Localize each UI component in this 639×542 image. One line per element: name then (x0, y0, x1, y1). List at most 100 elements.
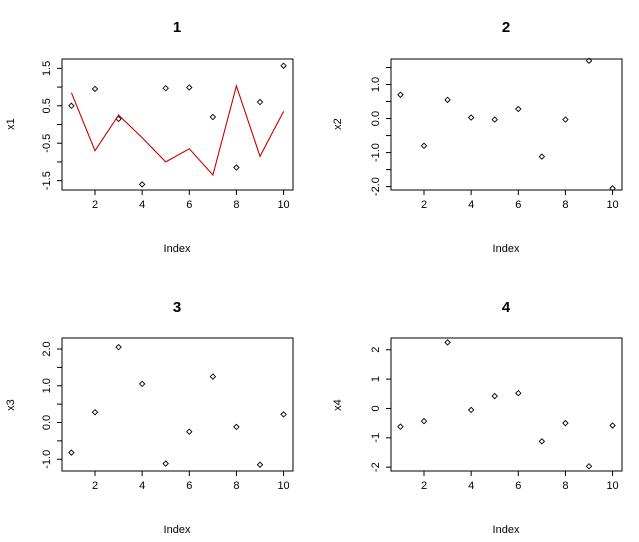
y-tick-label: -2.0 (370, 177, 382, 196)
data-point (186, 428, 193, 435)
data-point (538, 153, 546, 160)
plot-frame (390, 58, 623, 191)
plot-area (68, 343, 287, 468)
data-point (138, 181, 146, 188)
data-point (467, 406, 475, 414)
x-tick-label: 2 (92, 480, 98, 492)
data-point (538, 438, 546, 445)
y-tick-label: -1.0 (41, 450, 53, 469)
data-point (491, 116, 498, 123)
x-axis-label: Index (493, 243, 520, 255)
panel-title: 4 (502, 299, 511, 316)
panel-title: 3 (173, 299, 181, 316)
x-tick-label: 6 (515, 199, 521, 211)
y-tick-label: -1.5 (41, 171, 53, 190)
data-point (585, 57, 593, 64)
data-point (444, 339, 451, 346)
data-point (562, 419, 569, 427)
y-tick-label: 1.0 (41, 378, 53, 393)
y-tick-label: -0.5 (41, 134, 53, 153)
y-tick-label: -1.0 (370, 143, 382, 162)
x-tick-label: 4 (139, 480, 145, 492)
y-tick-label: -2 (370, 462, 382, 472)
series-line (70, 83, 285, 177)
plot-area (397, 339, 616, 470)
data-point (233, 164, 240, 171)
data-point (91, 408, 99, 416)
x-tick-label: 10 (277, 480, 289, 492)
x-tick-label: 2 (421, 199, 427, 211)
x-axis: 2 4 6 8 10 (92, 471, 290, 492)
data-point (420, 142, 428, 150)
data-point (397, 423, 404, 430)
x-axis: 2 4 6 8 10 (421, 190, 619, 211)
y-axis: -2.0 -1.0 0.0 1.0 (370, 67, 391, 196)
x-axis: 2 4 6 8 10 (421, 471, 619, 492)
data-point (609, 185, 616, 192)
panel-3: 3 Index x3 2 4 6 8 10 -1.0 0.0 1.0 2.0 (5, 299, 294, 536)
x-tick-label: 4 (468, 480, 474, 492)
data-point (256, 461, 264, 468)
y-tick-label: 2.0 (41, 341, 53, 356)
y-axis: -1.0 0.0 1.0 2.0 (41, 341, 62, 469)
data-point (256, 98, 264, 106)
data-point (233, 423, 240, 431)
y-tick-label: 1.5 (41, 61, 53, 76)
x-tick-label: 10 (606, 480, 618, 492)
data-point (68, 449, 75, 456)
data-point (91, 85, 99, 93)
x-tick-label: 6 (186, 199, 192, 211)
x-tick-label: 8 (562, 480, 568, 492)
y-tick-label: 0.0 (41, 415, 53, 430)
y-tick-label: -1 (370, 433, 382, 443)
x-tick-label: 2 (92, 199, 98, 211)
plot-frame (61, 337, 294, 472)
data-point (280, 62, 287, 69)
data-point (280, 411, 287, 418)
data-point (68, 102, 75, 110)
data-point (397, 91, 404, 98)
data-point (609, 422, 616, 429)
x-tick-label: 10 (606, 199, 618, 211)
x-tick-label: 6 (186, 480, 192, 492)
x-tick-label: 8 (233, 199, 239, 211)
panel-title: 2 (502, 19, 510, 36)
x-tick-label: 6 (515, 480, 521, 492)
x-tick-label: 8 (233, 480, 239, 492)
data-point (162, 84, 169, 92)
y-tick-label: 1 (370, 376, 382, 382)
y-axis-label: x1 (5, 118, 17, 130)
y-tick-label: 2 (370, 347, 382, 353)
x-tick-label: 4 (468, 199, 474, 211)
x-axis-label: Index (164, 524, 191, 536)
data-point (162, 460, 169, 467)
data-point (491, 392, 498, 400)
y-tick-label: 0.5 (41, 98, 53, 113)
plot-area (397, 57, 616, 192)
y-tick-label: 1.0 (370, 77, 382, 92)
y-tick-label: 0.0 (370, 111, 382, 126)
data-point (420, 417, 428, 425)
plot-frame (390, 337, 623, 472)
x-tick-label: 8 (562, 199, 568, 211)
data-point (138, 380, 146, 388)
data-point (444, 96, 451, 104)
data-point (209, 373, 217, 380)
x-tick-label: 2 (421, 480, 427, 492)
data-point (186, 84, 193, 91)
x-tick-label: 10 (277, 199, 289, 211)
data-point (209, 113, 217, 121)
x-axis-label: Index (164, 243, 191, 255)
plot-area (68, 62, 287, 188)
y-axis-label: x3 (5, 399, 17, 411)
panel-4: 4 Index x4 2 4 6 8 10 -2 -1 0 1 2 (332, 299, 623, 536)
panel-2: 2 Index x2 2 4 6 8 10 -2.0 -1.0 0.0 1.0 (332, 19, 623, 255)
panel-1: 1 Index x1 2 4 6 8 10 -1.5 -0.5 0.5 1.5 (5, 19, 294, 255)
data-point (115, 343, 122, 351)
y-tick-label: 0 (370, 405, 382, 411)
x-axis-label: Index (493, 524, 520, 536)
y-axis: -2 -1 0 1 2 (370, 347, 391, 472)
data-point (585, 463, 593, 470)
